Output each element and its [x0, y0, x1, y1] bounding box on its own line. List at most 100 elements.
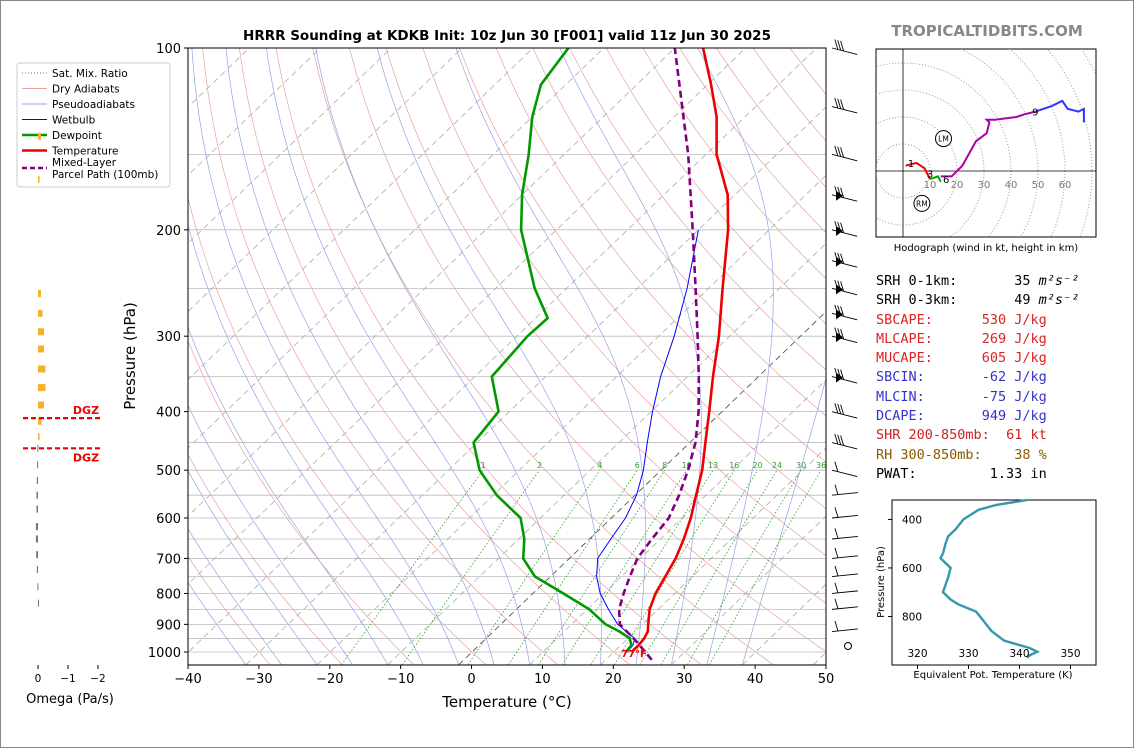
surface-temp-label: 77°F: [621, 649, 647, 660]
stat-value: 269 J/kg: [981, 330, 1047, 347]
x-tick-label: −20: [316, 672, 343, 687]
mixing-ratio-label: 30: [796, 461, 806, 470]
omega-axis-label: Omega (Pa/s): [26, 692, 114, 707]
mixing-ratio-line: [538, 469, 666, 665]
mixing-ratio-line: [613, 469, 735, 665]
theta-e-x-tick-label: 350: [1060, 648, 1080, 660]
wind-barb-feather: [840, 99, 845, 110]
wind-barb-feather: [834, 547, 839, 558]
dry-adiabat: [532, 48, 826, 417]
theta-e-y-tick-label: 400: [902, 514, 922, 526]
moist-adiabat: [188, 528, 282, 665]
wind-barb-feather: [834, 565, 839, 577]
stat-row: MUCAPE: 605 J/kg: [876, 349, 1096, 368]
omega-bar: [37, 583, 39, 591]
stat-row: MLCIN: -75 J/kg: [876, 388, 1096, 407]
wind-barb-feather: [837, 403, 842, 415]
wind-barb-feather: [834, 97, 839, 109]
storm-motion-marker: [913, 194, 931, 212]
wind-barb-staff: [831, 376, 858, 384]
skew-t-axes-frame: [187, 47, 827, 666]
stat-label: SBCAPE:: [876, 311, 933, 328]
stat-row: PWAT: 1.33 in: [876, 465, 1096, 484]
omega-bar: [38, 328, 44, 336]
storm-motion-marker: [935, 130, 952, 148]
wind-barb-staff: [831, 106, 858, 114]
legend-label: Wetbulb: [52, 115, 96, 127]
legend-label: Mixed-Layer: [52, 157, 117, 169]
omega-bar: [38, 417, 42, 425]
moist-adiabat: [559, 48, 702, 665]
mixing-ratio-label: 4: [597, 461, 602, 470]
x-tick-label: 0: [467, 672, 475, 687]
moist-adiabat: [455, 48, 646, 665]
mixing-ratio-label: 2: [537, 461, 542, 470]
moist-adiabat: [697, 48, 774, 665]
stat-value: 49: [1014, 292, 1031, 309]
theta-e-x-tick-label: 320: [907, 648, 927, 660]
x-tick-label: −10: [387, 672, 414, 687]
theta-e-frame: [891, 499, 1097, 666]
legend-label: Dewpoint: [52, 130, 102, 142]
hodograph-area: 10 20 30 40 50 60 1 3 6 9 LM RM: [876, 49, 1096, 237]
wind-barb-feather: [837, 146, 842, 157]
y-tick-label: 900: [156, 618, 181, 633]
wind-barb-staff: [831, 555, 858, 559]
moist-adiabat: [225, 48, 495, 665]
y-tick-label: 200: [156, 224, 181, 239]
wind-barb-feather: [840, 404, 845, 415]
mixing-ratio-label: 1: [481, 461, 486, 470]
moist-adiabat: [191, 48, 460, 665]
mixing-ratio-line: [639, 469, 758, 665]
x-tick-label: −40: [174, 672, 201, 687]
theta-e-y-axis-label: Pressure (hPa): [876, 546, 887, 618]
wind-barb-pennant: [836, 332, 843, 343]
legend-box: [16, 62, 171, 188]
mixing-ratio-label: 36: [816, 461, 826, 470]
wind-barb-staff: [831, 590, 858, 594]
dry-adiabat: [188, 453, 343, 665]
y-tick-label: 500: [156, 464, 181, 479]
hodograph-trace: [1034, 99, 1085, 123]
wind-barb-pennant: [836, 190, 843, 201]
moist-adiabat: [315, 48, 566, 665]
stat-row: MLCAPE: 269 J/kg: [876, 330, 1096, 349]
stat-label: MLCAPE:: [876, 330, 933, 347]
wind-barb-feather: [840, 435, 845, 446]
stat-value: 1.33 in: [989, 465, 1047, 482]
wind-barb-staff: [831, 628, 858, 632]
dgz-label: DGZ: [73, 451, 99, 464]
isotherm: [188, 48, 321, 176]
dry-adiabat: [422, 48, 826, 557]
dry-adiabat: [188, 196, 487, 665]
wind-barb-pennant: [836, 284, 843, 295]
omega-bar: [38, 132, 41, 140]
stat-row: SRH 0-3km: 49 m²s⁻²: [876, 291, 1096, 310]
isotherm: [188, 48, 534, 381]
stat-row: RH 300-850mb: 38 %: [876, 446, 1096, 465]
isotherm: [458, 311, 826, 665]
hodograph-ring-label: 10: [924, 180, 937, 191]
y-tick-label: 800: [156, 587, 181, 602]
wind-barb-feather: [834, 402, 839, 414]
mixing-ratio-line: [401, 469, 540, 665]
hodograph-ring-label: 50: [1032, 180, 1045, 191]
wind-barb-pennant: [836, 256, 843, 267]
stat-value: -75 J/kg: [981, 388, 1047, 405]
stat-row: SBCAPE: 530 J/kg: [876, 311, 1096, 330]
mixing-ratio-label: 16: [729, 461, 739, 470]
stat-row: SHR 200-850mb: 61 kt: [876, 426, 1096, 445]
y-axis-label: Pressure (hPa): [121, 302, 139, 410]
wind-barb-staff: [831, 335, 858, 344]
omega-bar: [36, 565, 38, 573]
x-tick-label: 10: [534, 672, 551, 687]
stat-label: SRH 0-1km:: [876, 273, 958, 289]
wind-barb-pennant: [836, 225, 843, 236]
wind-barb-feather: [840, 369, 845, 380]
legend-label: Sat. Mix. Ratio: [52, 68, 128, 80]
wind-barb-staff: [831, 153, 858, 162]
wind-barb-staff: [831, 194, 858, 202]
moist-adiabat: [188, 326, 389, 665]
isotherm: [188, 48, 817, 653]
